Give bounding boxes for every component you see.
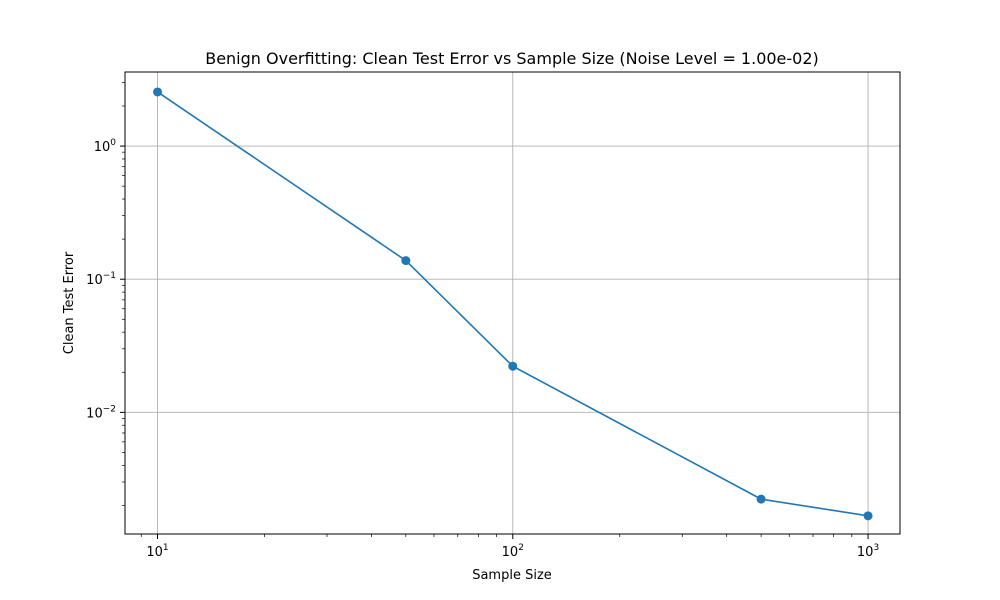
data-point <box>508 361 518 371</box>
y-axis-label: Clean Test Error <box>62 251 77 354</box>
x-tick-label: 102 <box>502 543 524 560</box>
series-layer <box>153 87 873 521</box>
data-point <box>863 511 873 521</box>
x-tick-label: 103 <box>857 543 879 560</box>
chart-title: Benign Overfitting: Clean Test Error vs … <box>205 49 819 68</box>
plot-frame <box>124 71 901 535</box>
data-point <box>756 494 766 504</box>
grid-lines <box>125 72 900 534</box>
data-point <box>153 87 163 97</box>
y-tick-label: 10−1 <box>86 271 116 288</box>
axis-ticks: 101 102 103 100 10−1 10−2 <box>86 82 879 560</box>
y-tick-label: 10−2 <box>86 404 116 421</box>
data-point <box>401 256 411 266</box>
x-tick-label: 101 <box>146 543 168 560</box>
x-axis-label: Sample Size <box>472 568 552 583</box>
y-tick-label: 100 <box>94 138 117 155</box>
